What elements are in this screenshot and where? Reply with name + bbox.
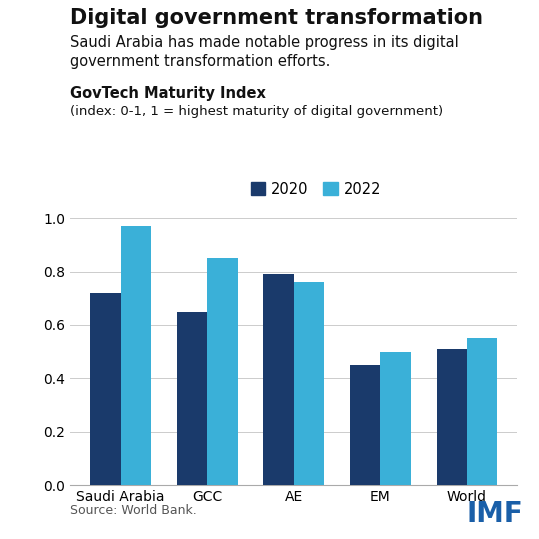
Text: (index: 0-1, 1 = highest maturity of digital government): (index: 0-1, 1 = highest maturity of dig… [70, 105, 443, 118]
Bar [294, 282, 324, 485]
Bar [264, 274, 294, 485]
Bar [91, 293, 121, 485]
Bar [467, 338, 497, 485]
Bar [437, 349, 467, 485]
Text: IMF: IMF [466, 500, 523, 528]
Text: Source: World Bank.: Source: World Bank. [70, 505, 197, 517]
Legend: 2020, 2022: 2020, 2022 [245, 176, 387, 202]
Bar [177, 312, 207, 485]
Text: Digital government transformation: Digital government transformation [70, 8, 483, 28]
Bar [350, 365, 381, 485]
Bar [207, 258, 238, 485]
Text: GovTech Maturity Index: GovTech Maturity Index [70, 86, 266, 101]
Text: Saudi Arabia has made notable progress in its digital
government transformation : Saudi Arabia has made notable progress i… [70, 35, 459, 69]
Bar [381, 351, 411, 485]
Bar [121, 226, 151, 485]
